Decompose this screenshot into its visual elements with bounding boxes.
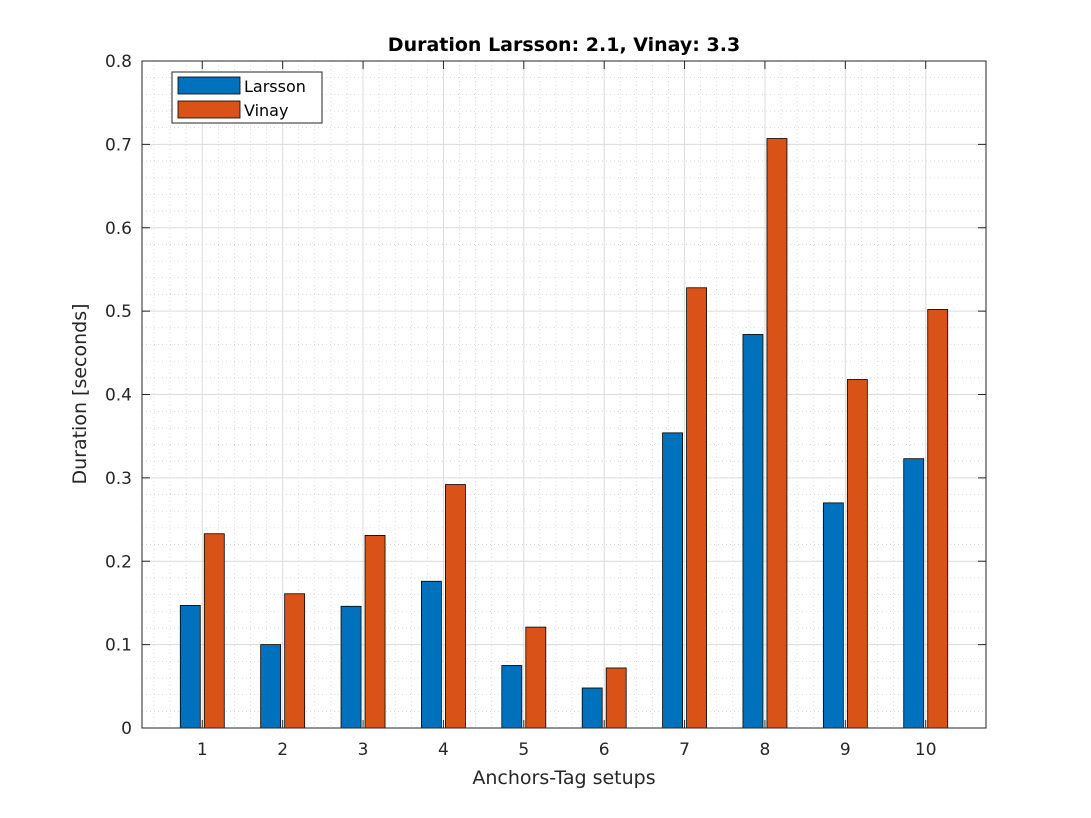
- bar-vinay-1: [203, 533, 225, 729]
- bar-larsson-8: [742, 334, 764, 729]
- x-tick-label: 6: [599, 740, 610, 760]
- y-tick-label: 0.7: [105, 135, 132, 155]
- bar-vinay-2: [284, 593, 306, 729]
- bar-larsson-10: [903, 458, 925, 729]
- legend-swatch-vinay: [177, 100, 241, 119]
- bar-vinay-3: [364, 535, 386, 729]
- x-tick-label: 4: [438, 740, 449, 760]
- bar-vinay-7: [686, 287, 707, 729]
- y-tick-label: 0.3: [105, 469, 132, 489]
- bar-larsson-5: [501, 665, 523, 729]
- bar-vinay-9: [846, 379, 868, 729]
- x-tick-label: 2: [277, 740, 288, 760]
- bar-vinay-4: [445, 484, 466, 729]
- bar-vinay-8: [766, 138, 788, 729]
- legend-swatch-larsson: [177, 76, 241, 95]
- y-tick-label: 0.5: [105, 302, 132, 322]
- y-tick-label: 0.4: [105, 386, 132, 406]
- y-tick-label: 0: [121, 719, 132, 739]
- bar-vinay-6: [605, 667, 627, 729]
- x-tick-label: 8: [760, 740, 771, 760]
- bar-vinay-10: [927, 309, 949, 729]
- y-axis-title: Duration [seconds]: [69, 303, 91, 484]
- legend-label-vinay: Vinay: [244, 101, 288, 120]
- x-tick-label: 1: [197, 740, 208, 760]
- x-tick-label: 7: [679, 740, 690, 760]
- y-tick-label: 0.2: [105, 552, 132, 572]
- bar-larsson-4: [421, 580, 442, 729]
- bar-vinay-5: [525, 626, 547, 729]
- bars: [179, 138, 949, 729]
- ticks: 0 0.1 0.2 0.3 0.4 0.5 0.6 0.7 0.8 1 2 3 4 5 6 7 8 9 10: [105, 52, 986, 760]
- chart-title: Duration Larsson: 2.1, Vinay: 3.3: [388, 34, 740, 56]
- bar-larsson-6: [581, 687, 603, 729]
- bar-larsson-3: [340, 605, 362, 729]
- x-tick-label: 9: [840, 740, 851, 760]
- bar-larsson-2: [260, 644, 282, 729]
- legend-label-larsson: Larsson: [244, 77, 306, 96]
- y-tick-label: 0.8: [105, 52, 132, 72]
- bar-larsson-1: [179, 605, 201, 729]
- x-tick-label: 10: [915, 740, 937, 760]
- bar-larsson-9: [822, 502, 844, 729]
- bar-larsson-7: [662, 432, 683, 729]
- x-axis-title: Anchors-Tag setups: [472, 767, 655, 789]
- x-tick-label: 5: [518, 740, 529, 760]
- legend: Larsson Vinay: [171, 71, 323, 124]
- y-tick-label: 0.6: [105, 219, 132, 239]
- y-tick-label: 0.1: [105, 636, 132, 656]
- x-tick-label: 3: [358, 740, 369, 760]
